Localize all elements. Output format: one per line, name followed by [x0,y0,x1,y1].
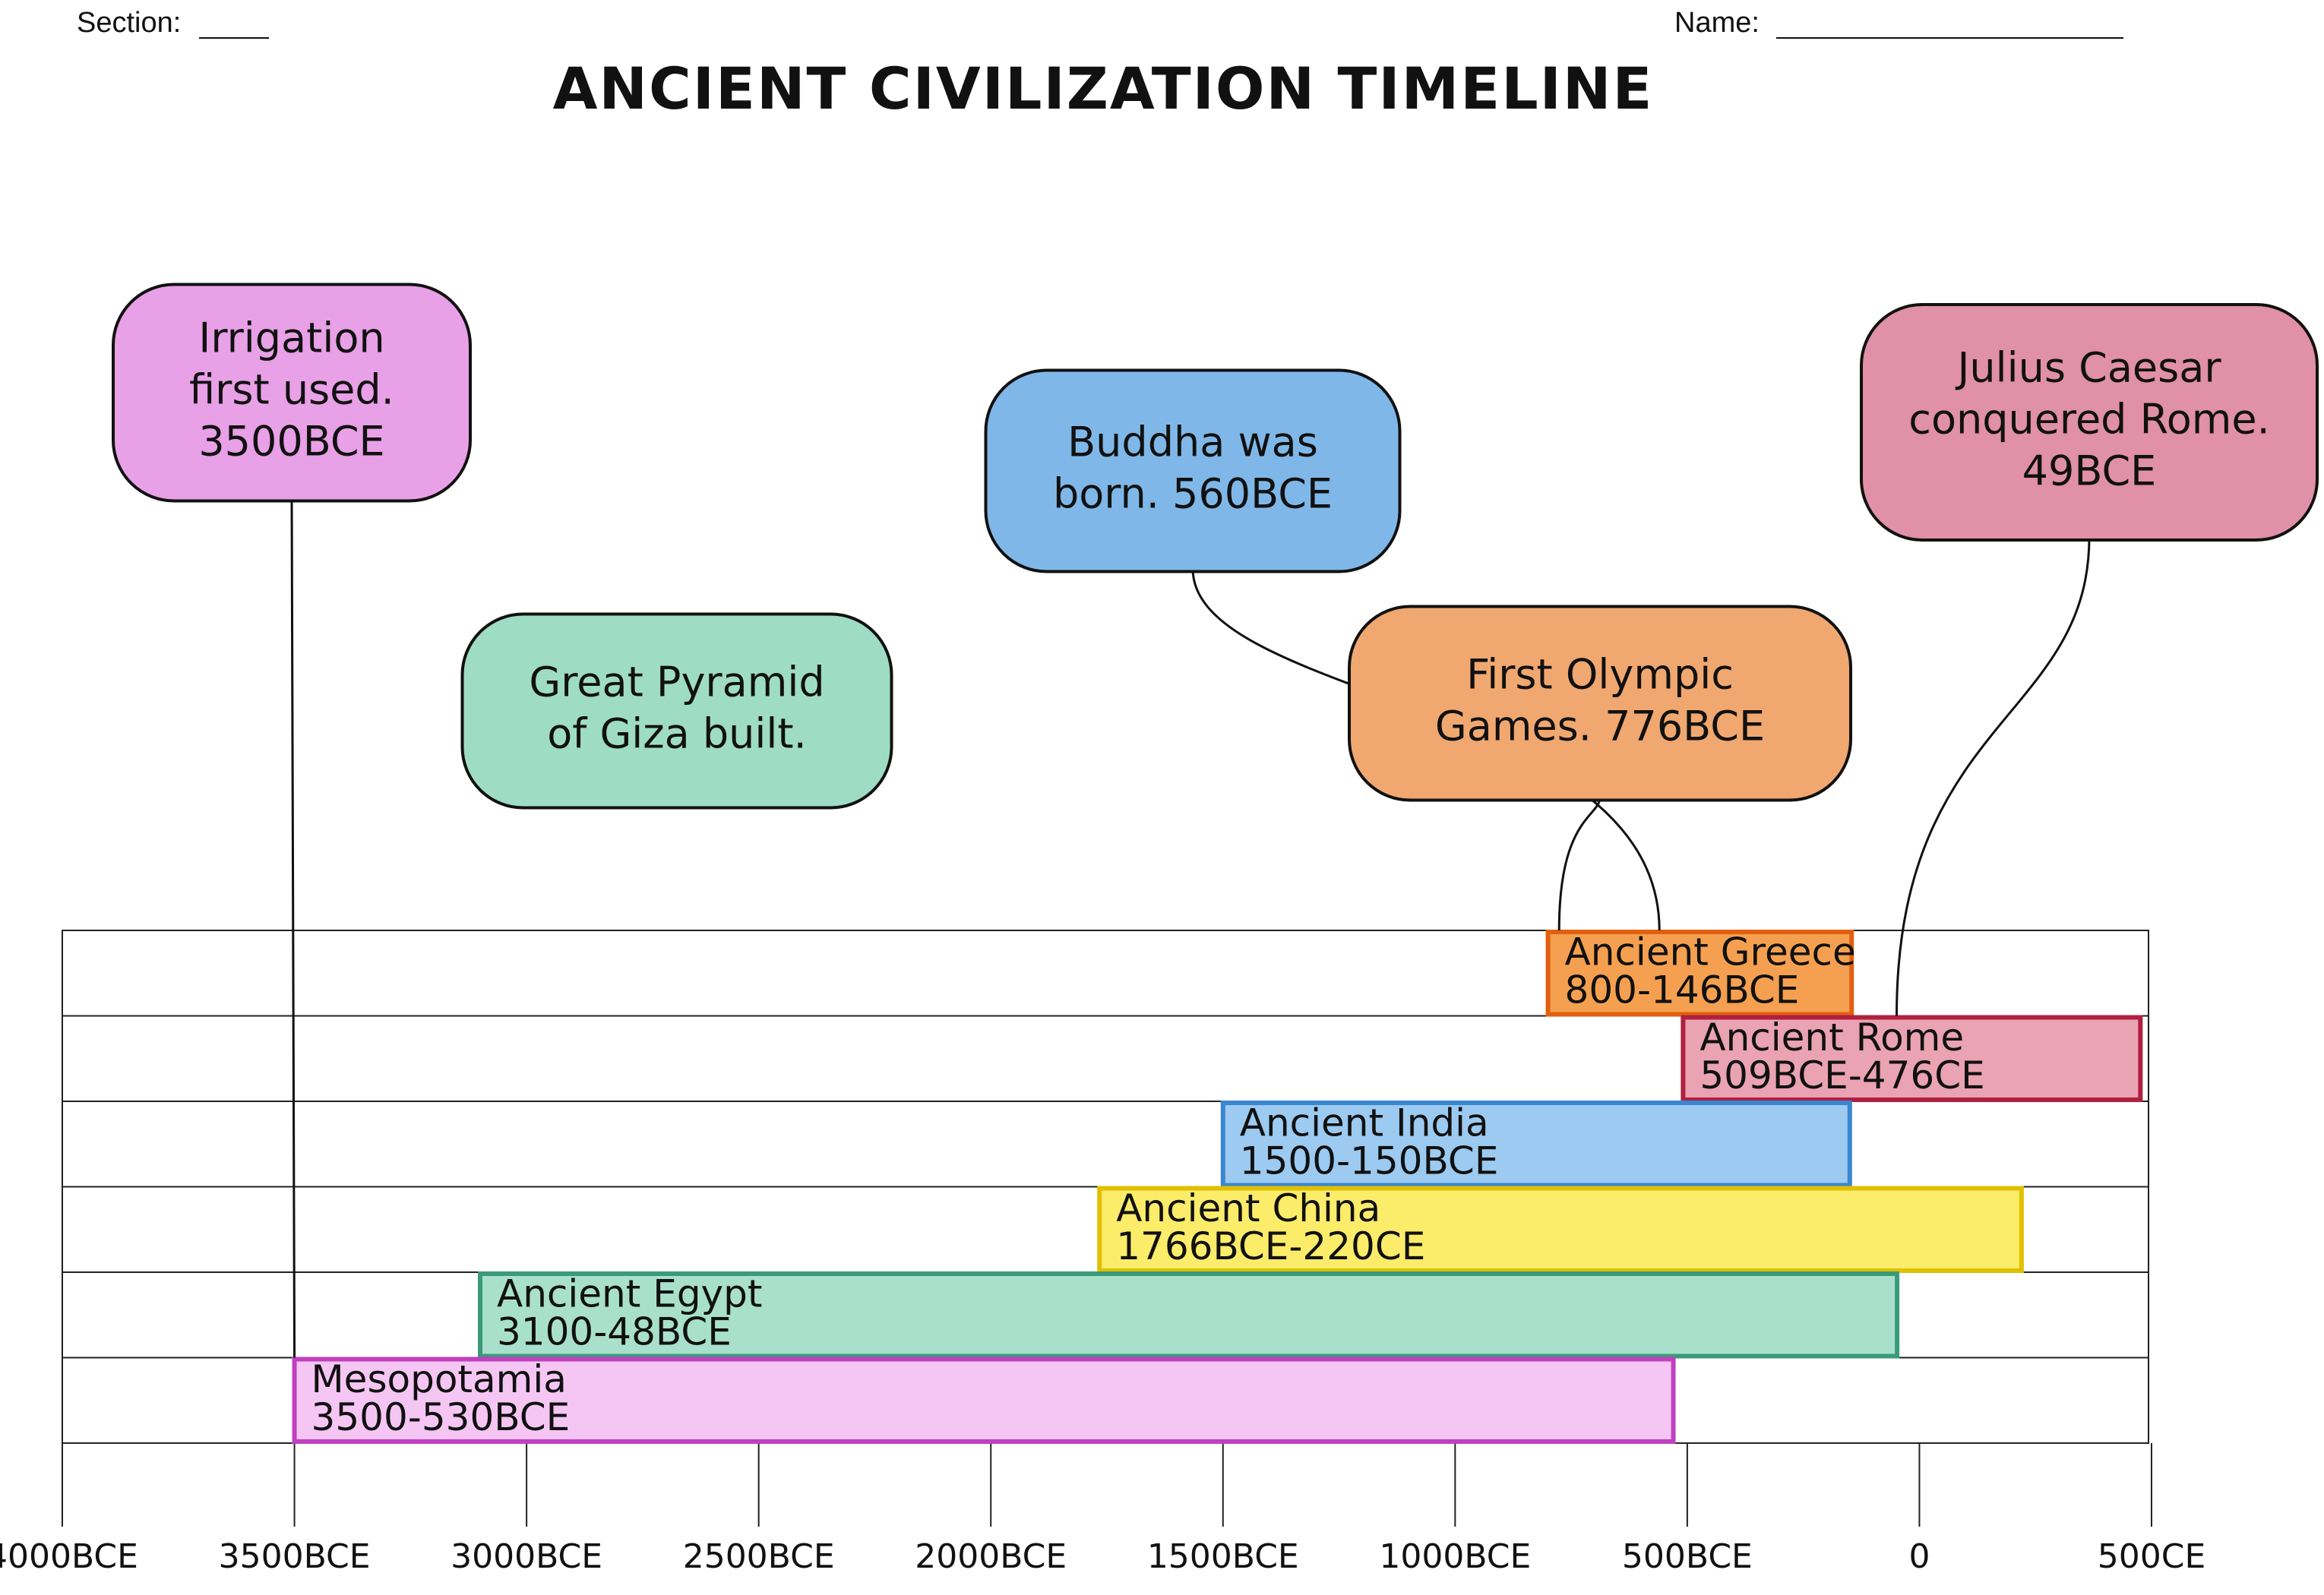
connector [290,497,296,1358]
x-tick-label: 4000BCE [0,1537,138,1576]
bar [292,1357,1676,1444]
callout-text: Great Pyramid [529,659,824,706]
bar-dates: 509BCE-476CE [1700,1053,1984,1098]
bar-label: Ancient China [1116,1186,1380,1230]
callout-bubble [1348,605,1852,802]
callout-bubble [112,283,472,503]
x-tick-label: 500BCE [1622,1537,1753,1576]
bar-label: Mesopotamia [311,1357,567,1401]
callout-bubble [984,368,1402,573]
x-tick-label: 1000BCE [1379,1537,1531,1576]
callout-text: born. 560BCE [1053,470,1333,518]
callout-text: First Olympic [1466,651,1734,699]
bar-dates: 1766BCE-220CE [1116,1224,1425,1268]
bar [1681,1015,2143,1102]
callout-text: 49BCE [2022,447,2157,495]
bar-dates: 3100-48BCE [497,1310,732,1354]
callout-text: Buddha was [1067,418,1318,466]
bar-label: Ancient Egypt [497,1272,763,1316]
bar-label: Ancient India [1240,1101,1489,1145]
bar [478,1271,1900,1359]
x-tick-label: 1500BCE [1147,1537,1299,1576]
callout-text: Julius Caesar [1955,344,2221,392]
callout-bubble [1860,303,2319,542]
x-tick-label: 2500BCE [683,1537,835,1576]
callout-bubble [460,612,893,810]
bar [1097,1186,2024,1273]
bar [1545,930,1854,1017]
bar-dates: 1500-150BCE [1240,1139,1499,1183]
connector [1557,797,1602,931]
chart-title: ANCIENT CIVILIZATION TIMELINE [553,55,1654,122]
x-tick-label: 3500BCE [219,1537,371,1576]
bar-dates: 800-146BCE [1565,968,1800,1012]
callout-text: conquered Rome. [1908,396,2269,444]
callout-text: first used. [189,366,394,414]
name-label: Name: [1674,7,1760,39]
callout-text: of Giza built. [547,710,807,758]
callout-text: 3500BCE [198,418,384,466]
bar-label: Ancient Rome [1700,1015,1964,1060]
bar-dates: 3500-530BCE [311,1395,571,1439]
x-tick-label: 3000BCE [451,1537,602,1576]
callout-text: Irrigation [198,314,384,362]
x-tick-label: 0 [1908,1537,1930,1576]
bar [1220,1101,1852,1188]
bar-label: Ancient Greece [1565,930,1856,974]
connector [1896,536,2091,1016]
x-tick-label: 2000BCE [915,1537,1067,1576]
x-tick-label: 500CE [2098,1537,2206,1576]
callout-text: Games. 776BCE [1435,703,1765,750]
section-label: Section: [77,7,181,39]
